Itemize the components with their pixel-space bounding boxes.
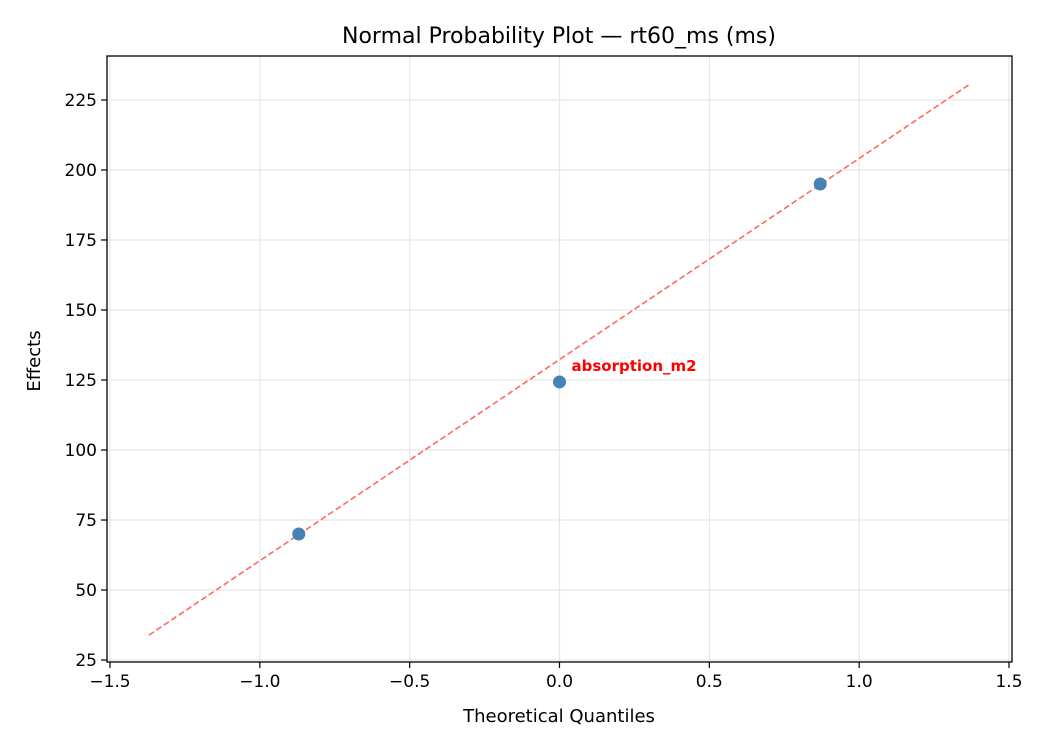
- chart-title: Normal Probability Plot — rt60_ms (ms): [342, 24, 776, 49]
- y-tick-label: 225: [65, 91, 97, 111]
- reference-line-group: [148, 83, 971, 636]
- y-tick-label: 200: [65, 161, 97, 181]
- y-tick-label: 175: [65, 231, 97, 251]
- x-tick-label: 1.5: [995, 672, 1022, 692]
- points-group: [292, 177, 827, 541]
- y-tick-label: 100: [65, 441, 97, 461]
- x-tick-label: 0.5: [696, 672, 723, 692]
- data-point: [553, 375, 566, 389]
- x-tick-label: 1.0: [846, 672, 873, 692]
- y-tick-label: 50: [75, 581, 97, 601]
- x-axis-label: Theoretical Quantiles: [462, 706, 655, 727]
- data-point: [292, 527, 306, 541]
- y-axis-label: Effects: [24, 330, 45, 391]
- y-axis: 25 50 75 100 125 150 175 200 225: [65, 91, 107, 671]
- data-point: [813, 177, 827, 191]
- x-tick-label: 0.0: [546, 672, 573, 692]
- y-tick-label: 25: [75, 651, 97, 671]
- y-tick-label: 150: [65, 301, 97, 321]
- x-axis: −1.5 −1.0 −0.5 0.0 0.5 1.0 1.5: [89, 662, 1023, 692]
- y-tick-label: 75: [75, 511, 97, 531]
- point-annotation: absorption_m2: [572, 357, 697, 375]
- y-tick-label: 125: [65, 371, 97, 391]
- reference-line: [148, 83, 971, 636]
- grid: [107, 56, 1012, 662]
- x-tick-label: −1.5: [89, 672, 130, 692]
- annotations-group: absorption_m2: [572, 357, 697, 375]
- x-tick-label: −1.0: [239, 672, 280, 692]
- x-tick-label: −0.5: [389, 672, 430, 692]
